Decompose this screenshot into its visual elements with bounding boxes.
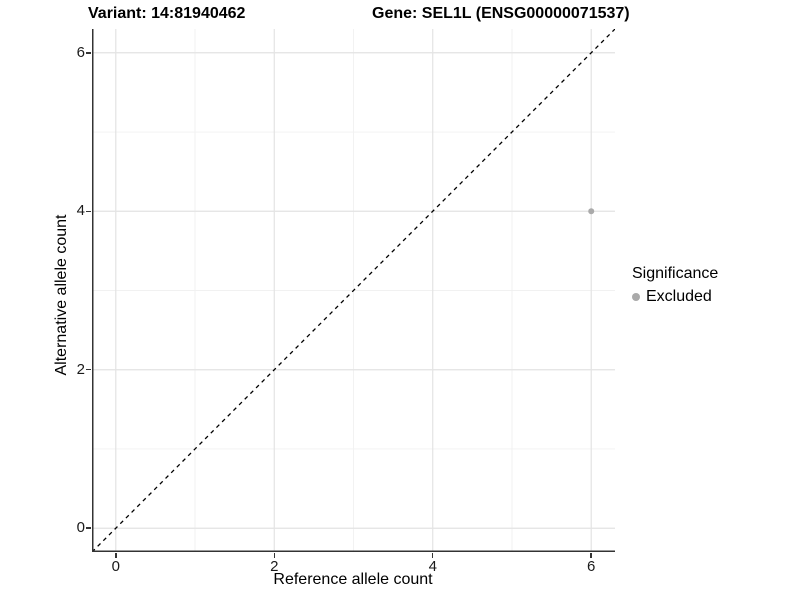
x-tick-mark [115, 553, 117, 558]
plot-title-gene: Gene: SEL1L (ENSG00000071537) [372, 5, 630, 22]
y-tick-mark [86, 368, 91, 371]
y-axis-label: Alternative allele count [53, 214, 70, 376]
excluded-point-icon [632, 293, 640, 301]
y-tick-mark [86, 527, 91, 529]
y-tick-mark [86, 52, 91, 54]
identity-dashed-line [92, 29, 615, 552]
plot-title-variant: Variant: 14:81940462 [88, 5, 246, 22]
legend-title: Significance [632, 265, 719, 282]
legend: Significance Excluded [632, 265, 718, 306]
y-tick-mark [86, 210, 91, 212]
x-tick-label: 0 [111, 558, 120, 575]
plot-panel-svg [92, 29, 615, 552]
x-tick-label: 2 [270, 558, 279, 575]
x-tick-mark [590, 553, 592, 558]
y-tick-label: 6 [76, 43, 85, 61]
y-tick-label: 2 [76, 360, 85, 378]
x-tick-label: 6 [587, 558, 596, 575]
y-tick-label: 0 [76, 519, 85, 537]
legend-item-excluded: Excluded [632, 288, 718, 306]
x-axis-label: Reference allele count [273, 571, 433, 588]
x-tick-label: 4 [428, 558, 437, 575]
x-tick-mark [431, 553, 434, 558]
plot-panel [92, 29, 615, 552]
data-point-excluded [588, 208, 595, 215]
legend-item-label: Excluded [646, 288, 712, 305]
y-tick-label: 4 [76, 202, 85, 220]
x-tick-mark [273, 553, 275, 558]
